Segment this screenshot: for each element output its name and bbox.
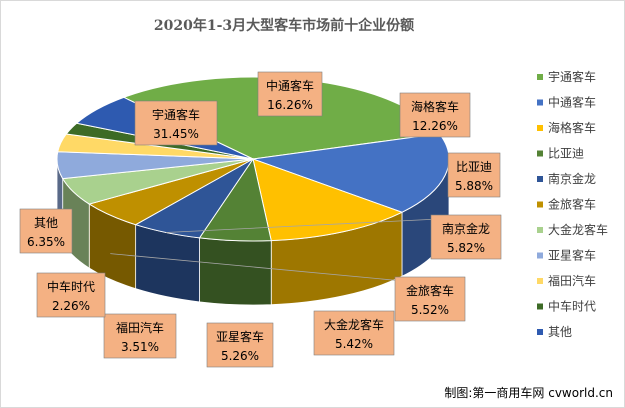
data-label-box (206, 322, 274, 368)
watermark: 制图:第一商用车网 cvworld.cn (444, 385, 613, 400)
data-label-box (103, 313, 177, 359)
data-label-category: 福田汽车 (116, 320, 164, 335)
data-label-box (447, 152, 501, 198)
data-label-category: 金旅客车 (406, 283, 454, 298)
legend-swatch-4 (537, 150, 543, 157)
pie-callouts: 宇通客车 31.45% 中通客车 16.26% 海格客车 12.26% 比亚迪 5.88% 南京… (19, 71, 502, 368)
data-label-value: 3.51% (121, 340, 159, 354)
legend-label-1: 宇通客车 (548, 69, 596, 84)
legend-swatch-3 (537, 125, 543, 131)
legend-swatch-8 (537, 252, 543, 259)
legend-label-3: 海格客车 (548, 120, 596, 135)
data-label-2: 中通客车 16.26% (257, 71, 323, 117)
data-label-value: 16.26% (267, 98, 313, 112)
legend-label-2: 中通客车 (548, 95, 596, 110)
data-label-box (36, 272, 106, 318)
legend-swatch-10 (537, 303, 543, 310)
legend-swatch-2 (537, 99, 543, 106)
data-label-value: 2.26% (52, 299, 90, 313)
legend-label-5: 南京金龙 (548, 171, 596, 186)
data-label-value: 5.26% (221, 349, 259, 363)
data-label-category: 比亚迪 (456, 160, 492, 174)
data-label-11: 其他 6.35% (19, 208, 73, 254)
legend-label-4: 比亚迪 (548, 147, 584, 161)
data-label-4: 比亚迪 5.88% (447, 152, 501, 198)
chart-title: 2020年1-3月大型客车市场前十企业份额 (154, 17, 414, 34)
data-label-7: 大金龙客车 5.42% (313, 310, 395, 356)
data-label-3: 海格客车 12.26% (399, 92, 471, 138)
data-label-box (313, 310, 395, 356)
legend-label-11: 其他 (548, 325, 572, 339)
legend-swatch-9 (537, 278, 543, 284)
legend-label-6: 金旅客车 (548, 197, 596, 212)
legend-label-9: 福田汽车 (548, 273, 596, 288)
data-label-category: 宇通客车 (152, 107, 200, 122)
pie-slice-3 (252, 158, 404, 242)
data-label-category: 中车时代 (47, 279, 95, 294)
legend: 宇通客车中通客车海格客车比亚迪南京金龙金旅客车大金龙客车亚星客车福田汽车中车时代… (537, 69, 608, 339)
leader-line-6 (110, 253, 404, 282)
data-label-value: 5.88% (455, 179, 493, 193)
data-label-category: 海格客车 (411, 99, 459, 114)
data-label-category: 大金龙客车 (324, 317, 384, 332)
legend-swatch-7 (537, 227, 543, 233)
data-label-category: 其他 (34, 216, 58, 230)
leader-line-5 (166, 218, 440, 233)
data-label-category: 亚星客车 (216, 329, 264, 344)
data-label-box (430, 214, 502, 260)
data-label-box (394, 276, 466, 322)
data-label-value: 5.42% (335, 337, 373, 351)
data-label-category: 南京金龙 (442, 221, 490, 236)
legend-swatch-5 (537, 176, 543, 182)
data-label-8: 亚星客车 5.26% (206, 322, 274, 368)
data-label-box (399, 92, 471, 138)
legend-label-7: 大金龙客车 (548, 222, 608, 237)
data-label-box (19, 208, 73, 254)
data-label-value: 5.82% (447, 241, 485, 255)
pie-slice-2 (252, 133, 450, 213)
data-label-box (257, 71, 323, 117)
pie-top (56, 76, 450, 242)
data-label-5: 南京金龙 5.82% (430, 214, 502, 260)
data-label-value: 6.35% (27, 235, 65, 249)
legend-label-10: 中车时代 (548, 299, 596, 314)
legend-swatch-6 (537, 201, 543, 208)
data-label-1: 宇通客车 31.45% (134, 100, 218, 146)
pie-leader-lines (110, 218, 440, 282)
data-label-box (134, 100, 218, 146)
legend-swatch-1 (537, 74, 543, 80)
pie-side-4 (199, 237, 272, 306)
data-label-category: 中通客车 (266, 78, 314, 93)
data-label-value: 12.26% (412, 119, 458, 133)
data-label-value: 5.52% (411, 303, 449, 317)
data-label-value: 31.45% (153, 127, 199, 141)
data-label-9: 福田汽车 3.51% (103, 313, 177, 359)
legend-swatch-11 (537, 329, 543, 335)
data-label-10: 中车时代 2.26% (36, 272, 106, 318)
legend-label-8: 亚星客车 (548, 248, 596, 263)
data-label-6: 金旅客车 5.52% (394, 276, 466, 322)
